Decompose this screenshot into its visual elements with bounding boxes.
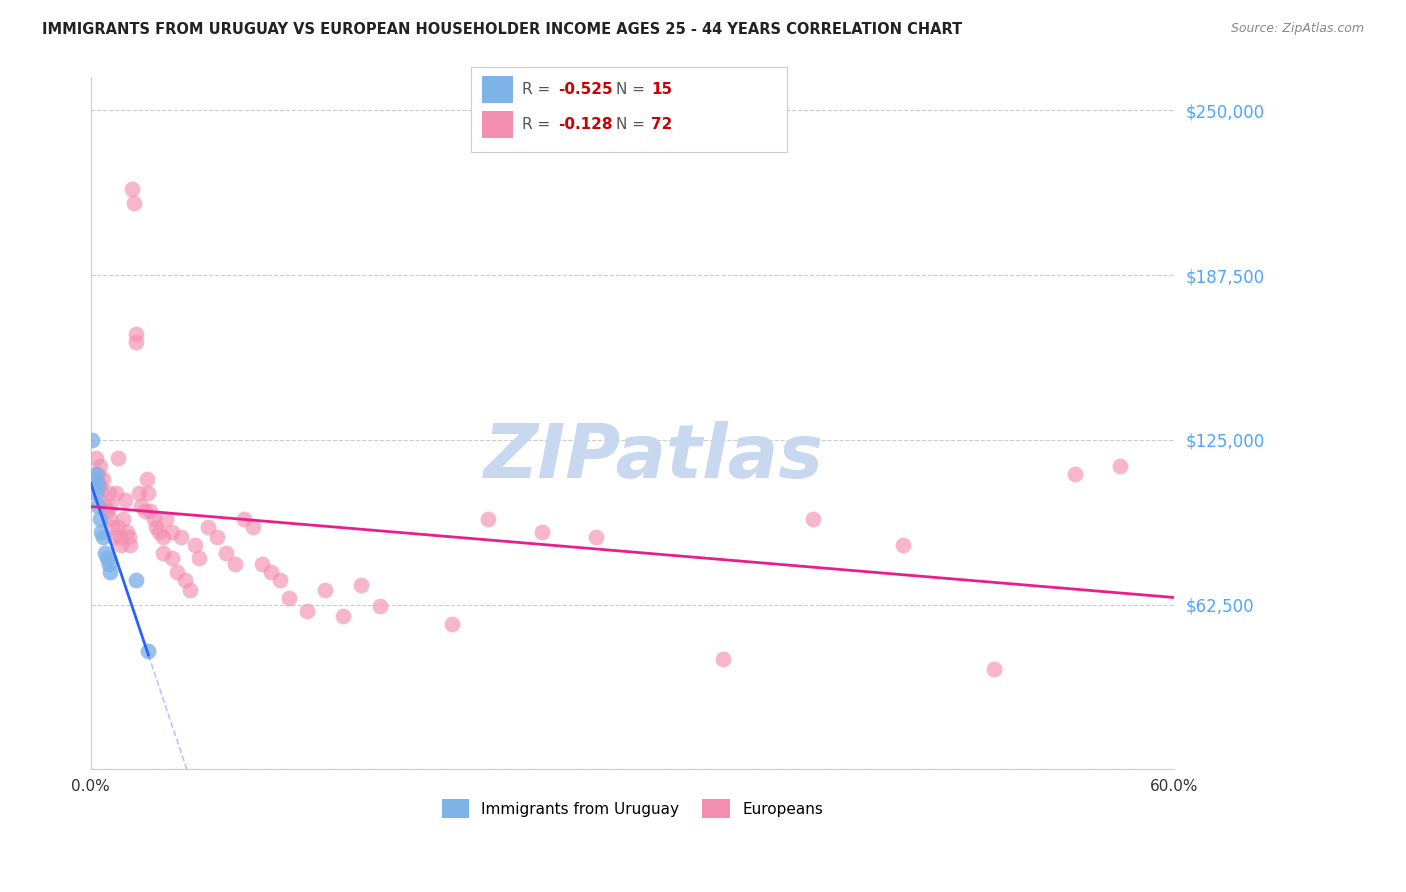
Point	[350, 578, 373, 592]
Text: ZIPatlas: ZIPatlas	[484, 421, 824, 494]
Point	[179, 583, 201, 598]
Point	[100, 512, 122, 526]
Text: -0.128: -0.128	[558, 118, 613, 132]
Point	[125, 327, 148, 342]
Point	[269, 573, 291, 587]
Point	[112, 512, 135, 526]
Point	[440, 617, 463, 632]
Point	[84, 467, 107, 482]
Point	[103, 530, 125, 544]
Point	[135, 472, 157, 486]
Point	[188, 551, 211, 566]
Point	[160, 551, 183, 566]
Point	[215, 546, 238, 560]
Point	[142, 512, 165, 526]
Point	[89, 512, 111, 526]
Point	[1063, 467, 1085, 482]
Point	[101, 520, 124, 534]
Point	[125, 573, 148, 587]
Point	[89, 477, 111, 491]
Point	[87, 499, 110, 513]
Point	[233, 512, 256, 526]
Point	[87, 477, 110, 491]
Point	[224, 557, 246, 571]
Point	[139, 504, 162, 518]
Point	[242, 520, 264, 534]
Point	[104, 485, 127, 500]
Text: Source: ZipAtlas.com: Source: ZipAtlas.com	[1230, 22, 1364, 36]
Point	[250, 557, 273, 571]
Point	[121, 182, 143, 196]
Point	[97, 485, 120, 500]
Point	[83, 472, 105, 486]
Point	[134, 504, 156, 518]
Point	[801, 512, 824, 526]
Point	[89, 459, 111, 474]
Point	[297, 604, 319, 618]
Point	[173, 573, 195, 587]
Point	[87, 467, 110, 482]
Point	[107, 520, 129, 534]
Point	[84, 451, 107, 466]
Point	[114, 493, 136, 508]
Point	[160, 525, 183, 540]
Point	[120, 538, 142, 552]
Point	[97, 557, 120, 571]
Legend: Immigrants from Uruguay, Europeans: Immigrants from Uruguay, Europeans	[436, 793, 830, 824]
Point	[94, 546, 117, 560]
Point	[90, 525, 112, 540]
Point	[138, 643, 160, 657]
Point	[148, 525, 170, 540]
Text: 72: 72	[651, 118, 672, 132]
Point	[711, 651, 734, 665]
Point	[983, 662, 1005, 676]
Point	[96, 551, 118, 566]
Point	[152, 546, 174, 560]
Point	[128, 485, 150, 500]
Point	[314, 583, 336, 598]
Point	[145, 520, 167, 534]
Point	[94, 499, 117, 513]
Point	[585, 530, 607, 544]
Point	[170, 530, 193, 544]
Text: N =: N =	[616, 82, 650, 96]
Point	[166, 565, 188, 579]
Point	[100, 565, 122, 579]
Point	[100, 499, 122, 513]
Point	[108, 530, 131, 544]
Point	[91, 530, 114, 544]
Point	[184, 538, 207, 552]
Point	[197, 520, 219, 534]
Point	[91, 472, 114, 486]
Point	[117, 530, 139, 544]
Point	[84, 485, 107, 500]
Point	[82, 433, 104, 447]
Point	[1109, 459, 1132, 474]
Point	[122, 195, 145, 210]
Point	[110, 538, 132, 552]
Point	[107, 451, 129, 466]
Point	[477, 512, 499, 526]
Point	[138, 485, 160, 500]
Text: R =: R =	[522, 82, 555, 96]
Point	[531, 525, 554, 540]
Point	[205, 530, 228, 544]
Text: IMMIGRANTS FROM URUGUAY VS EUROPEAN HOUSEHOLDER INCOME AGES 25 - 44 YEARS CORREL: IMMIGRANTS FROM URUGUAY VS EUROPEAN HOUS…	[42, 22, 963, 37]
Point	[115, 525, 138, 540]
Point	[368, 599, 391, 613]
Text: -0.525: -0.525	[558, 82, 613, 96]
Text: 15: 15	[651, 82, 672, 96]
Point	[155, 512, 177, 526]
Point	[332, 609, 354, 624]
Text: N =: N =	[616, 118, 650, 132]
Point	[129, 499, 152, 513]
Point	[260, 565, 283, 579]
Point	[96, 504, 118, 518]
Text: R =: R =	[522, 118, 555, 132]
Point	[125, 335, 148, 350]
Point	[90, 485, 112, 500]
Point	[891, 538, 914, 552]
Point	[278, 591, 301, 605]
Point	[152, 530, 174, 544]
